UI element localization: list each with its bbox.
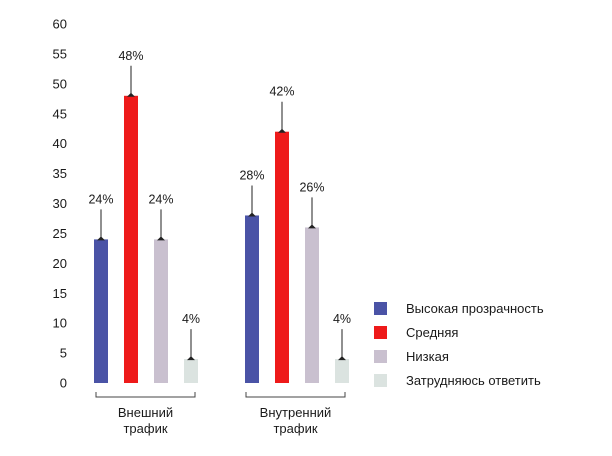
y-tick-label: 60 — [53, 17, 67, 32]
legend-swatch — [374, 325, 387, 339]
bar — [184, 359, 198, 383]
legend-swatch — [374, 301, 387, 315]
bar — [124, 95, 138, 384]
leader-marker — [308, 224, 316, 229]
data-label: 4% — [333, 312, 351, 326]
legend-label: Низкая — [406, 348, 449, 364]
x-category-label: трафик — [273, 421, 317, 436]
leader-marker — [157, 236, 165, 241]
y-tick-label: 10 — [53, 316, 67, 331]
data-label: 42% — [269, 85, 294, 99]
data-label: 24% — [148, 192, 173, 206]
bar — [154, 239, 168, 383]
y-tick-label: 45 — [53, 106, 67, 121]
data-label: 48% — [118, 49, 143, 63]
leader-marker — [97, 236, 105, 241]
y-tick-label: 35 — [53, 166, 67, 181]
group-bracket — [245, 392, 346, 398]
bar — [94, 239, 108, 383]
group-bracket — [95, 392, 196, 398]
bar — [305, 227, 319, 383]
legend-item: Низкая — [374, 344, 544, 368]
y-tick-label: 50 — [53, 76, 67, 91]
legend-item: Затрудняюсь ответить — [374, 368, 544, 392]
data-label: 24% — [88, 192, 113, 206]
legend-label: Средняя — [406, 324, 459, 340]
y-tick-label: 40 — [53, 136, 67, 151]
leader-marker — [127, 92, 135, 97]
y-tick-label: 5 — [60, 346, 67, 361]
leader-marker — [278, 128, 286, 133]
legend: Высокая прозрачность Средняя Низкая Затрудн… — [374, 296, 544, 392]
x-category-label: Внутренний — [260, 405, 332, 420]
bar — [335, 359, 349, 383]
data-label: 28% — [239, 168, 264, 182]
y-tick-label: 0 — [60, 376, 67, 391]
bars: 24% 48% 24% 4% 28% 42% 26% 4% — [88, 49, 351, 384]
x-category-label: трафик — [123, 421, 167, 436]
y-tick-label: 25 — [53, 226, 67, 241]
legend-item: Высокая прозрачность — [374, 296, 544, 320]
y-tick-label: 15 — [53, 286, 67, 301]
leader-marker — [187, 356, 195, 361]
data-label: 26% — [299, 180, 324, 194]
leader-marker — [338, 356, 346, 361]
legend-label: Затрудняюсь ответить — [406, 372, 541, 388]
y-tick-label: 55 — [53, 46, 67, 61]
y-axis: 0 5 10 15 20 25 30 35 40 45 50 55 60 — [53, 17, 67, 391]
bar — [245, 215, 259, 383]
leader-marker — [248, 212, 256, 217]
x-category-label: Внешний — [118, 405, 173, 420]
bar — [275, 131, 289, 383]
y-tick-label: 30 — [53, 196, 67, 211]
legend-swatch — [374, 373, 387, 387]
legend-swatch — [374, 349, 387, 363]
y-tick-label: 20 — [53, 256, 67, 271]
data-label: 4% — [182, 312, 200, 326]
legend-label: Высокая прозрачность — [406, 300, 544, 316]
legend-item: Средняя — [374, 320, 544, 344]
